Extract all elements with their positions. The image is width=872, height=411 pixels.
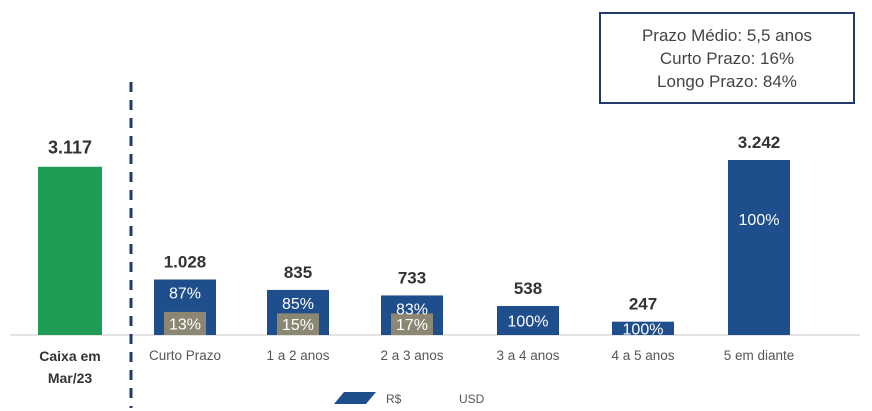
x-tick-label: Curto Prazo — [149, 348, 221, 363]
legend-label-brl: R$ — [386, 392, 402, 406]
x-tick-label-cash: Caixa em — [39, 348, 100, 364]
bar-usd — [277, 313, 319, 335]
bar-total-label: 538 — [514, 279, 542, 298]
x-tick-label: 3 a 4 anos — [496, 348, 559, 363]
bar-total-label: 1.028 — [164, 253, 207, 272]
x-tick-label: 1 a 2 anos — [266, 348, 329, 363]
share-label-brl: 87% — [169, 286, 201, 303]
share-label-brl: 85% — [282, 296, 314, 313]
share-label-usd: 13% — [169, 316, 201, 333]
bar-total-label: 247 — [629, 295, 657, 314]
bar-brl — [497, 305, 559, 335]
share-label-brl: 100% — [623, 321, 664, 338]
share-label-usd: 15% — [282, 317, 314, 334]
bar-usd — [391, 313, 433, 335]
share-label-usd: 17% — [396, 317, 428, 334]
info-short-term: Curto Prazo: 16% — [659, 48, 795, 68]
share-label-brl: 83% — [396, 301, 428, 318]
bar-brl — [612, 321, 674, 335]
info-average-term: Prazo Médio: 5,5 anos — [641, 25, 813, 45]
bar-total-label: 733 — [398, 268, 426, 287]
x-tick-label: 2 a 3 anos — [380, 348, 443, 363]
bar-label-cash: 3.117 — [48, 138, 92, 158]
x-tick-label: 4 a 5 anos — [611, 348, 674, 363]
legend-swatch-brl — [334, 392, 376, 404]
bar-total-label: 835 — [284, 263, 312, 282]
x-tick-label: 5 em diante — [724, 348, 795, 363]
legend-label-usd: USD — [459, 392, 485, 406]
info-long-term: Longo Prazo: 84% — [657, 71, 797, 91]
bar-usd — [164, 311, 206, 335]
share-label-brl: 100% — [508, 313, 549, 330]
x-tick-label-cash: Mar/23 — [48, 370, 93, 386]
info-box: Prazo Médio: 5,5 anos Curto Prazo: 16% L… — [599, 12, 855, 104]
bar-total-label: 3.242 — [738, 133, 781, 152]
bar-brl — [728, 160, 790, 335]
share-label-brl: 100% — [739, 212, 780, 229]
bar-cash — [38, 166, 102, 335]
